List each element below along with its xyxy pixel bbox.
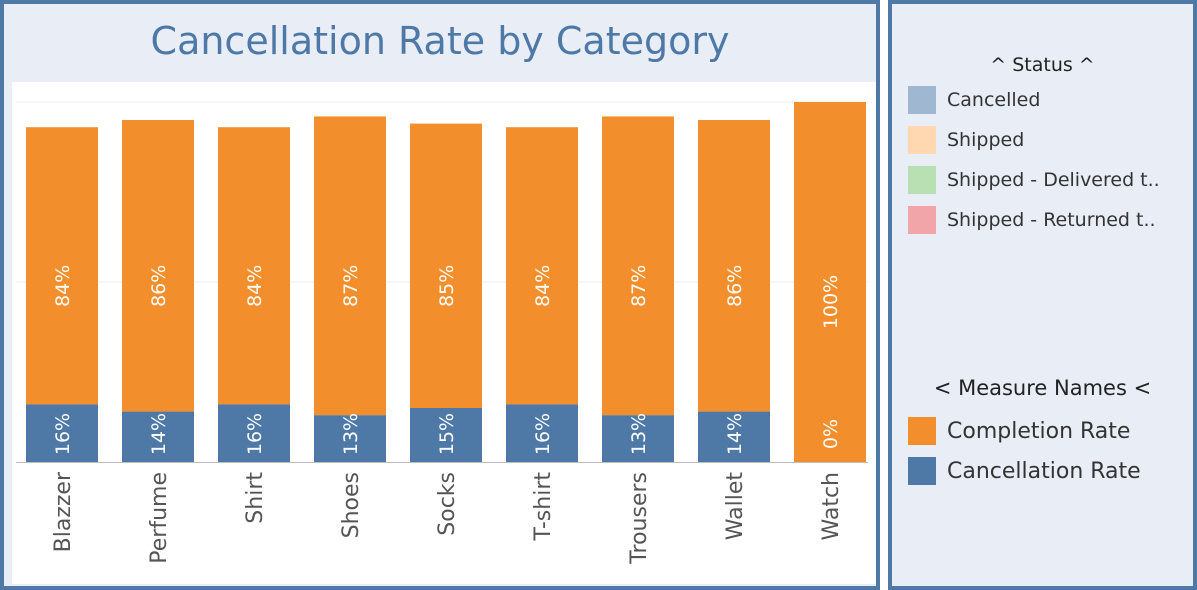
chart-title: Cancellation Rate by Category	[150, 19, 730, 63]
legend-swatch	[908, 166, 936, 194]
data-label-completion-rate: 84%	[52, 265, 74, 307]
data-label-completion-rate: 84%	[532, 265, 554, 307]
x-tick-label: Shirt	[243, 472, 268, 524]
bar-cancellation-rate	[410, 408, 482, 462]
data-label-completion-rate: 87%	[340, 265, 362, 307]
data-label-cancellation-rate: 16%	[52, 413, 74, 455]
bar-cancellation-rate	[122, 411, 194, 462]
bar-cancellation-rate	[314, 415, 386, 462]
data-label-completion-rate: 86%	[148, 265, 170, 307]
bar-cancellation-rate	[698, 411, 770, 462]
data-label-cancellation-rate: 14%	[148, 413, 170, 455]
bar-completion-rate	[698, 120, 770, 412]
bar-cancellation-rate	[602, 415, 674, 462]
legend-label: Shipped - Delivered t..	[947, 169, 1160, 191]
bar-cancellation-rate	[26, 404, 98, 462]
data-label-cancellation-rate: 16%	[532, 413, 554, 455]
data-label-completion-rate: 85%	[436, 265, 458, 307]
legend-label: Shipped - Returned t..	[947, 209, 1156, 231]
data-label-cancellation-rate: 13%	[628, 413, 650, 455]
bar-completion-rate	[410, 123, 482, 408]
data-label-completion-rate: 84%	[244, 265, 266, 307]
data-label-cancellation-rate: 13%	[340, 413, 362, 455]
data-label-completion-rate: 87%	[628, 265, 650, 307]
x-tick-label: Socks	[435, 472, 460, 536]
data-label-cancellation-rate: 15%	[436, 413, 458, 455]
x-tick-label: Wallet	[723, 472, 748, 541]
legend-label: Cancelled	[947, 89, 1041, 111]
bar-completion-rate	[314, 116, 386, 416]
measure-legend-title[interactable]: < Measure Names <	[933, 376, 1152, 400]
data-label-cancellation-rate: 0%	[820, 419, 842, 449]
legend-item-completion-rate[interactable]: Completion Rate	[908, 417, 1130, 445]
data-label-cancellation-rate: 16%	[244, 413, 266, 455]
x-tick-label: Shoes	[339, 472, 364, 538]
legend-swatch	[908, 86, 936, 114]
chart-panel: Cancellation Rate by Category 84% 16% Blaz…	[0, 0, 880, 590]
x-tick-label: Blazzer	[51, 471, 76, 552]
x-tick-label: Watch	[819, 472, 844, 541]
x-tick-label: Trousers	[627, 472, 652, 565]
bar-completion-rate	[218, 127, 290, 405]
legend-item-cancelled[interactable]: Cancelled	[908, 86, 1040, 114]
bar-completion-rate	[794, 102, 866, 462]
data-label-completion-rate: 100%	[820, 275, 842, 329]
legend-swatch	[908, 126, 936, 154]
legend-label: Cancellation Rate	[947, 458, 1141, 484]
legend-item-shipped-delivered[interactable]: Shipped - Delivered t..	[908, 166, 1160, 194]
bar-cancellation-rate	[506, 404, 578, 462]
x-tick-label: T-shirt	[531, 472, 556, 542]
plot-area: 84% 16% Blazzer 86% 14% Perfume 84% 16% Shirt 87%…	[12, 82, 876, 584]
legend-panel: ^ Status ^ Cancelled Shipped Shipped - D…	[888, 0, 1197, 590]
legend-swatch	[908, 457, 936, 485]
bar-completion-rate	[602, 116, 674, 416]
bar-completion-rate	[26, 127, 98, 405]
bar-completion-rate	[506, 127, 578, 405]
status-legend-title[interactable]: ^ Status ^	[990, 54, 1095, 76]
bar-chart: 84% 16% Blazzer 86% 14% Perfume 84% 16% Shirt 87%…	[16, 101, 868, 565]
legend-swatch	[908, 417, 936, 445]
bar-cancellation-rate	[218, 404, 290, 462]
legend-label: Completion Rate	[947, 418, 1131, 444]
legend-item-shipped-returned[interactable]: Shipped - Returned t..	[908, 206, 1156, 234]
data-label-completion-rate: 86%	[724, 265, 746, 307]
bar-completion-rate	[122, 120, 194, 412]
legend-swatch	[908, 206, 936, 234]
data-label-cancellation-rate: 14%	[724, 413, 746, 455]
legend-item-shipped[interactable]: Shipped	[908, 126, 1024, 154]
legend-item-cancellation-rate[interactable]: Cancellation Rate	[908, 457, 1141, 485]
legend-label: Shipped	[947, 129, 1025, 151]
x-tick-label: Perfume	[147, 472, 172, 564]
